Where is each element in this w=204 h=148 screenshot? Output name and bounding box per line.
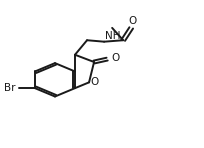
Text: NH: NH <box>105 31 121 41</box>
Text: Br: Br <box>4 83 16 93</box>
Text: O: O <box>112 53 120 63</box>
Text: O: O <box>90 77 98 87</box>
Text: O: O <box>128 16 136 26</box>
